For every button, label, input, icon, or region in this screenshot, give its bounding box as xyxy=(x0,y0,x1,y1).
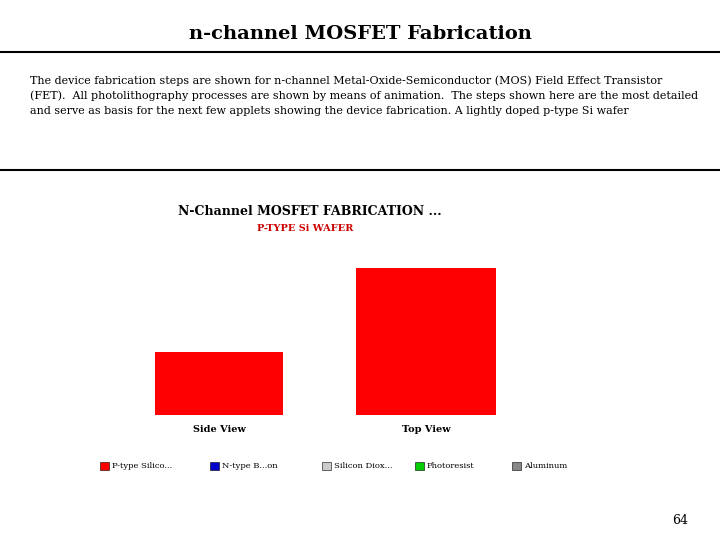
Text: 64: 64 xyxy=(672,514,688,526)
Bar xyxy=(155,352,283,415)
Bar xyxy=(100,462,109,470)
Bar xyxy=(415,462,424,470)
Text: The device fabrication steps are shown for n-channel Metal-Oxide-Semiconductor (: The device fabrication steps are shown f… xyxy=(30,75,698,116)
Text: Side View: Side View xyxy=(192,425,246,434)
Text: n-channel MOSFET Fabrication: n-channel MOSFET Fabrication xyxy=(189,25,531,43)
Text: Aluminum: Aluminum xyxy=(524,462,567,470)
Bar xyxy=(356,268,496,415)
Text: N-type B...on: N-type B...on xyxy=(222,462,278,470)
Text: P-TYPE Si WAFER: P-TYPE Si WAFER xyxy=(257,224,354,233)
Text: Silicon Diox...: Silicon Diox... xyxy=(334,462,392,470)
Bar xyxy=(512,462,521,470)
Text: N-Channel MOSFET FABRICATION ...: N-Channel MOSFET FABRICATION ... xyxy=(178,205,442,218)
Text: Top View: Top View xyxy=(402,425,450,434)
Bar xyxy=(322,462,331,470)
Text: P-type Silico...: P-type Silico... xyxy=(112,462,172,470)
Bar xyxy=(210,462,219,470)
Text: Photoresist: Photoresist xyxy=(427,462,474,470)
